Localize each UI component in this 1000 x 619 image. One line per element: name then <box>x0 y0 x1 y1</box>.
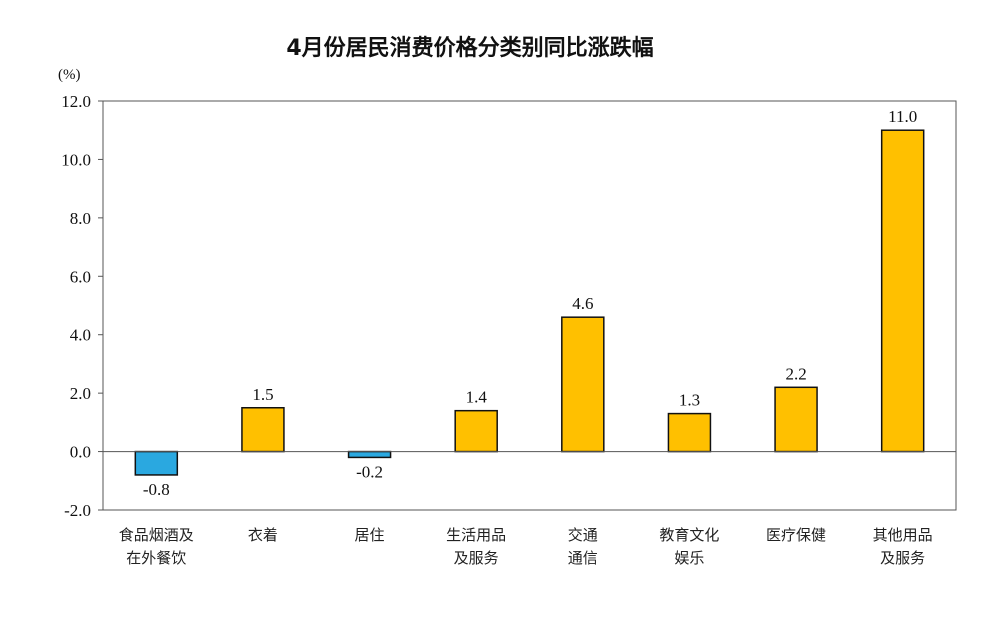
bar <box>774 386 818 453</box>
data-labels: -0.8 1.5 -0.2 1.4 4.6 1.3 2.2 11.0 <box>143 107 917 499</box>
y-tick-label: 12.0 <box>61 92 91 111</box>
data-label: 1.3 <box>679 391 700 410</box>
category-label: 在外餐饮 <box>126 549 186 567</box>
bar <box>241 407 285 453</box>
category-label: 通信 <box>568 549 598 567</box>
y-axis-unit-label: (%) <box>58 67 81 83</box>
bar <box>454 409 498 453</box>
y-tick-label: 6.0 <box>70 267 91 286</box>
y-tick-label: 0.0 <box>70 443 91 462</box>
plot-area-frame <box>102 100 957 511</box>
y-tick-label: 8.0 <box>70 209 91 228</box>
y-tick-label: 4.0 <box>70 326 91 345</box>
bar <box>667 412 712 453</box>
bar <box>134 450 179 476</box>
bar <box>347 450 392 459</box>
data-label: 4.6 <box>572 294 593 313</box>
category-label: 生活用品 <box>446 526 506 544</box>
category-label: 交通 <box>568 526 598 544</box>
data-label: 1.4 <box>466 388 488 407</box>
bar <box>561 316 605 453</box>
y-tick-label: 10.0 <box>61 150 91 169</box>
data-label: -0.2 <box>356 462 383 481</box>
category-label: 娱乐 <box>674 549 704 567</box>
category-label: 及服务 <box>454 549 499 567</box>
y-axis: -2.0 0.0 2.0 4.0 6.0 8.0 10.0 12.0 <box>61 92 103 520</box>
bar <box>880 129 925 453</box>
y-tick-label: -2.0 <box>64 501 91 520</box>
y-tick-label: 2.0 <box>70 384 91 403</box>
data-label: 1.5 <box>252 385 273 404</box>
category-label: 食品烟酒及 <box>119 526 194 544</box>
data-label: 11.0 <box>888 107 917 126</box>
chart-title: 4月份居民消费价格分类别同比涨跌幅 <box>286 36 654 61</box>
category-label: 衣着 <box>248 526 278 544</box>
data-label: 2.2 <box>785 364 806 383</box>
bar-series <box>134 129 925 476</box>
data-label: -0.8 <box>143 480 170 499</box>
category-label: 其他用品 <box>873 526 933 544</box>
category-label: 及服务 <box>880 549 925 567</box>
category-label: 居住 <box>355 526 385 544</box>
category-label: 教育文化 <box>659 526 719 544</box>
category-label: 医疗保健 <box>766 526 826 544</box>
